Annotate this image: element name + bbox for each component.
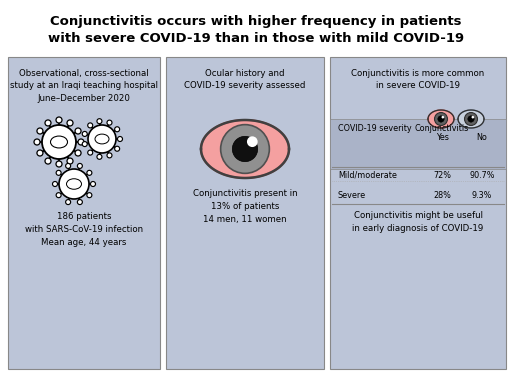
Circle shape [82,142,87,147]
Circle shape [97,154,102,159]
Text: No: No [477,133,487,142]
Circle shape [441,116,444,118]
Circle shape [34,139,40,145]
Ellipse shape [95,134,109,144]
Circle shape [97,119,102,124]
Circle shape [221,125,269,173]
Circle shape [37,128,43,134]
Circle shape [115,146,120,151]
Circle shape [77,164,82,169]
Circle shape [56,193,61,198]
Text: Yes: Yes [436,133,449,142]
Circle shape [247,136,258,147]
Circle shape [115,127,120,132]
Circle shape [117,136,122,141]
Text: COVID-19 severity: COVID-19 severity [338,124,412,133]
Circle shape [88,150,93,155]
Ellipse shape [428,110,454,128]
Circle shape [472,116,474,118]
Bar [330,119,506,169]
Text: 28%: 28% [433,191,451,200]
Bar [166,57,324,369]
Bar [330,57,506,369]
Ellipse shape [458,110,484,128]
Circle shape [468,116,474,122]
Circle shape [75,128,81,134]
Circle shape [67,120,73,126]
Ellipse shape [201,120,289,178]
Circle shape [59,169,89,199]
Circle shape [45,120,51,126]
Circle shape [232,136,258,162]
Circle shape [56,117,62,123]
Text: Mild/moderate: Mild/moderate [338,171,397,180]
Text: 9.3%: 9.3% [472,191,492,200]
Circle shape [37,150,43,156]
Circle shape [107,153,112,158]
Text: 90.7%: 90.7% [470,171,495,180]
Text: Conjunctivitis is more common
in severe COVID-19: Conjunctivitis is more common in severe … [351,69,485,90]
Circle shape [87,170,92,175]
Circle shape [87,193,92,198]
Text: Conjunctivitis: Conjunctivitis [415,124,469,133]
Circle shape [66,199,71,205]
Circle shape [56,170,61,175]
Circle shape [464,112,478,126]
Circle shape [438,116,444,122]
Text: Conjunctivitis might be useful
in early diagnosis of COVID-19: Conjunctivitis might be useful in early … [352,211,484,233]
Circle shape [82,132,87,136]
Text: Observational, cross-sectional
study at an Iraqi teaching hospital
June–December: Observational, cross-sectional study at … [10,69,158,103]
Circle shape [45,158,51,164]
Circle shape [42,125,76,159]
Bar [8,57,160,369]
Text: 72%: 72% [433,171,451,180]
Ellipse shape [51,136,68,148]
Circle shape [435,112,447,126]
Circle shape [88,123,93,128]
Circle shape [67,158,73,164]
Circle shape [56,161,62,167]
Text: with severe COVID-19 than in those with mild COVID-19: with severe COVID-19 than in those with … [48,32,464,44]
Circle shape [78,139,84,145]
Circle shape [53,181,57,187]
Circle shape [88,125,116,153]
Text: Severe: Severe [338,191,366,200]
Text: Conjunctivitis present in
13% of patients
14 men, 11 women: Conjunctivitis present in 13% of patient… [193,189,297,224]
Text: Ocular history and
COVID-19 severity assessed: Ocular history and COVID-19 severity ass… [184,69,306,90]
Text: Conjunctivitis occurs with higher frequency in patients: Conjunctivitis occurs with higher freque… [50,15,462,29]
Circle shape [75,150,81,156]
Circle shape [91,181,96,187]
Circle shape [107,120,112,125]
Ellipse shape [67,179,81,189]
Circle shape [66,164,71,169]
Circle shape [77,199,82,205]
Text: 186 patients
with SARS-CoV-19 infection
Mean age, 44 years: 186 patients with SARS-CoV-19 infection … [25,212,143,247]
